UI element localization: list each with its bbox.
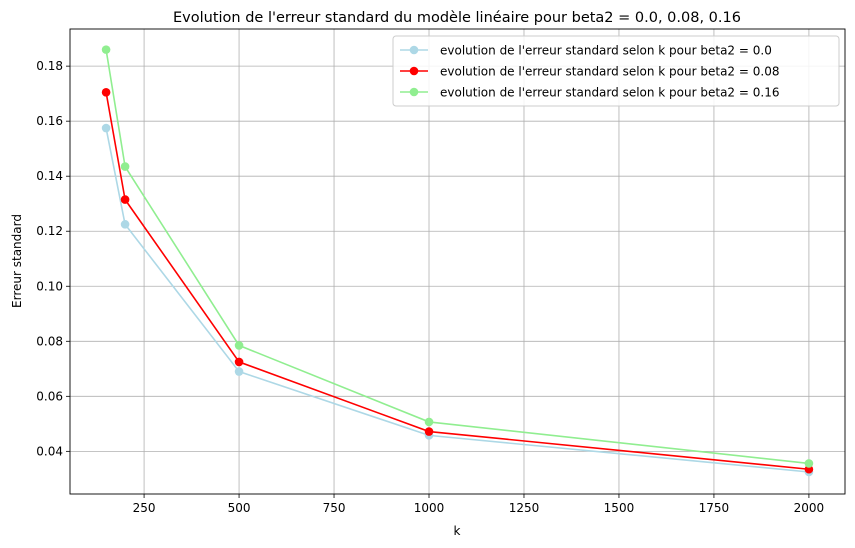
x-tick-label: 1750 bbox=[699, 501, 730, 515]
x-tick-label: 250 bbox=[133, 501, 156, 515]
data-point bbox=[120, 195, 130, 204]
legend-label: evolution de l'erreur standard selon k p… bbox=[440, 65, 779, 79]
series-2 bbox=[101, 45, 814, 468]
series-line bbox=[105, 49, 809, 465]
series-line bbox=[105, 127, 809, 473]
legend: evolution de l'erreur standard selon k p… bbox=[392, 35, 840, 107]
data-point bbox=[120, 162, 130, 171]
legend-entry: evolution de l'erreur standard selon k p… bbox=[400, 65, 779, 79]
x-tick-label: 1500 bbox=[604, 501, 635, 515]
legend-label: evolution de l'erreur standard selon k p… bbox=[440, 86, 779, 100]
data-point bbox=[424, 417, 434, 427]
y-tick-label: 0.18 bbox=[36, 59, 63, 73]
y-tick-label: 0.14 bbox=[36, 169, 63, 183]
y-tick-label: 0.06 bbox=[36, 389, 63, 403]
x-axis-label: k bbox=[454, 524, 461, 538]
legend-marker bbox=[409, 45, 419, 55]
plot-frame bbox=[69, 28, 846, 495]
y-axis-label: Erreur standard bbox=[10, 214, 24, 308]
chart-title: Evolution de l'erreur standard du modèle… bbox=[173, 10, 741, 26]
data-point bbox=[804, 459, 814, 468]
data-point bbox=[234, 341, 244, 350]
x-tick-label: 2000 bbox=[794, 501, 825, 515]
legend-marker bbox=[409, 66, 419, 76]
legend-marker bbox=[409, 87, 419, 97]
y-axis: 0.04 0.06 0.08 0.10 0.12 0.14 0.16 0.18 bbox=[36, 59, 70, 458]
series-line bbox=[105, 92, 809, 471]
x-axis: 250 500 750 1000 1250 1500 1750 2000 bbox=[133, 494, 825, 515]
x-tick-label: 1250 bbox=[509, 501, 540, 515]
x-tick-label: 750 bbox=[323, 501, 346, 515]
series-0 bbox=[101, 123, 814, 477]
data-point bbox=[424, 427, 434, 436]
data-point bbox=[101, 123, 111, 133]
y-tick-label: 0.08 bbox=[36, 334, 63, 348]
legend-entry: evolution de l'erreur standard selon k p… bbox=[400, 86, 779, 100]
data-point bbox=[234, 367, 244, 376]
y-tick-label: 0.10 bbox=[36, 279, 63, 293]
legend-box bbox=[392, 35, 840, 107]
y-tick-label: 0.16 bbox=[36, 114, 63, 128]
x-tick-label: 1000 bbox=[414, 501, 445, 515]
data-point bbox=[101, 45, 111, 54]
y-tick-label: 0.12 bbox=[36, 224, 63, 238]
x-tick-label: 500 bbox=[228, 501, 251, 515]
legend-label: evolution de l'erreur standard selon k p… bbox=[440, 44, 772, 58]
data-point bbox=[234, 357, 244, 367]
legend-entry: evolution de l'erreur standard selon k p… bbox=[400, 44, 772, 58]
series-1 bbox=[101, 87, 814, 474]
data-point bbox=[101, 87, 111, 97]
y-tick-label: 0.04 bbox=[36, 444, 63, 458]
series-layer bbox=[101, 45, 814, 477]
data-point bbox=[120, 220, 130, 229]
